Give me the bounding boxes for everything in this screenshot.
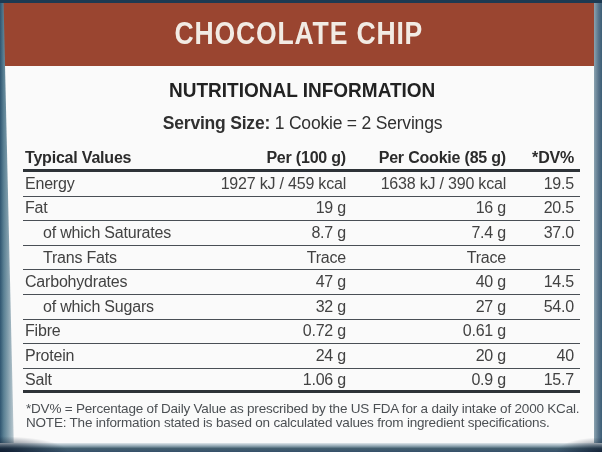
row-label: Fat <box>23 199 213 217</box>
row-label: of which Sugars <box>23 298 213 316</box>
nutrition-label: CHOCOLATE CHIP NUTRITIONAL INFORMATION S… <box>3 3 594 443</box>
row-value-per-100g: Trace <box>213 249 346 267</box>
row-value-dv: 37.0 <box>506 224 580 242</box>
row-label: Trans Fats <box>23 249 213 267</box>
row-value-per-100g: 8.7 g <box>213 224 346 242</box>
row-value-per-100g: 1.06 g <box>213 371 346 389</box>
nutrition-info-heading: NUTRITIONAL INFORMATION <box>11 79 594 102</box>
row-value-per-cookie: 27 g <box>346 298 506 316</box>
serving-size-label: Serving Size: <box>163 113 270 133</box>
table-row: Salt1.06 g0.9 g15.7 <box>23 369 580 394</box>
row-value-per-100g: 32 g <box>213 298 346 316</box>
row-value-per-100g: 24 g <box>213 347 346 365</box>
row-value-dv: 19.5 <box>506 175 580 193</box>
row-value-per-cookie: 40 g <box>346 273 506 291</box>
row-value-per-100g: 19 g <box>213 199 346 217</box>
photo-corner-shadow-right <box>552 436 602 452</box>
row-value-dv: 14.5 <box>506 273 580 291</box>
product-header-band: CHOCOLATE CHIP <box>3 3 594 66</box>
nutrition-table: Typical Values Per (100 g) Per Cookie (8… <box>23 147 580 393</box>
row-label: Carbohydrates <box>23 273 213 291</box>
table-row: Protein24 g20 g40 <box>23 344 580 369</box>
row-value-per-cookie: 0.9 g <box>346 371 506 389</box>
table-row: Carbohydrates47 g40 g14.5 <box>23 270 580 295</box>
col-header-typical-values: Typical Values <box>23 149 213 167</box>
table-row: Fat19 g16 g20.5 <box>23 197 580 222</box>
row-value-per-cookie: 16 g <box>346 199 506 217</box>
table-row: of which Sugars32 g27 g54.0 <box>23 295 580 320</box>
table-row: Fibre0.72 g0.61 g <box>23 320 580 345</box>
serving-size-value: 1 Cookie = 2 Servings <box>270 113 442 133</box>
row-value-per-cookie: 20 g <box>346 347 506 365</box>
row-value-per-100g: 47 g <box>213 273 346 291</box>
row-value-per-cookie: 1638 kJ / 390 kcal <box>346 175 506 193</box>
photo-corner-shadow-left <box>0 434 78 452</box>
row-label: Fibre <box>23 322 213 340</box>
row-value-per-cookie: Trace <box>346 249 506 267</box>
row-label: of which Saturates <box>23 224 213 242</box>
footnote-dv: *DV% = Percentage of Daily Value as pres… <box>26 402 586 416</box>
row-value-dv: 20.5 <box>506 199 580 217</box>
table-row: of which Saturates8.7 g7.4 g37.0 <box>23 221 580 246</box>
footnote-note: NOTE: The information stated is based on… <box>26 416 586 430</box>
row-value-per-cookie: 0.61 g <box>346 322 506 340</box>
product-title: CHOCOLATE CHIP <box>174 15 423 52</box>
row-value-dv: 54.0 <box>506 298 580 316</box>
footnotes: *DV% = Percentage of Daily Value as pres… <box>26 402 586 431</box>
row-value-per-cookie: 7.4 g <box>346 224 506 242</box>
photo-edge-right <box>594 0 602 452</box>
row-label: Energy <box>23 175 213 193</box>
table-row: Energy1927 kJ / 459 kcal1638 kJ / 390 kc… <box>23 172 580 197</box>
row-value-per-100g: 0.72 g <box>213 322 346 340</box>
table-row: Trans FatsTraceTrace <box>23 246 580 271</box>
col-header-per-cookie: Per Cookie (85 g) <box>346 149 506 167</box>
col-header-dv: *DV% <box>506 149 580 167</box>
serving-size-line: Serving Size: 1 Cookie = 2 Servings <box>11 113 594 134</box>
photo-edge-top <box>0 0 602 3</box>
row-label: Salt <box>23 371 213 389</box>
row-value-dv: 15.7 <box>506 371 580 389</box>
row-label: Protein <box>23 347 213 365</box>
row-value-dv: 40 <box>506 347 580 365</box>
row-value-per-100g: 1927 kJ / 459 kcal <box>213 175 346 193</box>
col-header-per-100g: Per (100 g) <box>213 149 346 167</box>
table-header-row: Typical Values Per (100 g) Per Cookie (8… <box>23 147 580 172</box>
photo-edge-bottom <box>0 443 602 452</box>
nutrition-table-body: Energy1927 kJ / 459 kcal1638 kJ / 390 kc… <box>23 172 580 393</box>
